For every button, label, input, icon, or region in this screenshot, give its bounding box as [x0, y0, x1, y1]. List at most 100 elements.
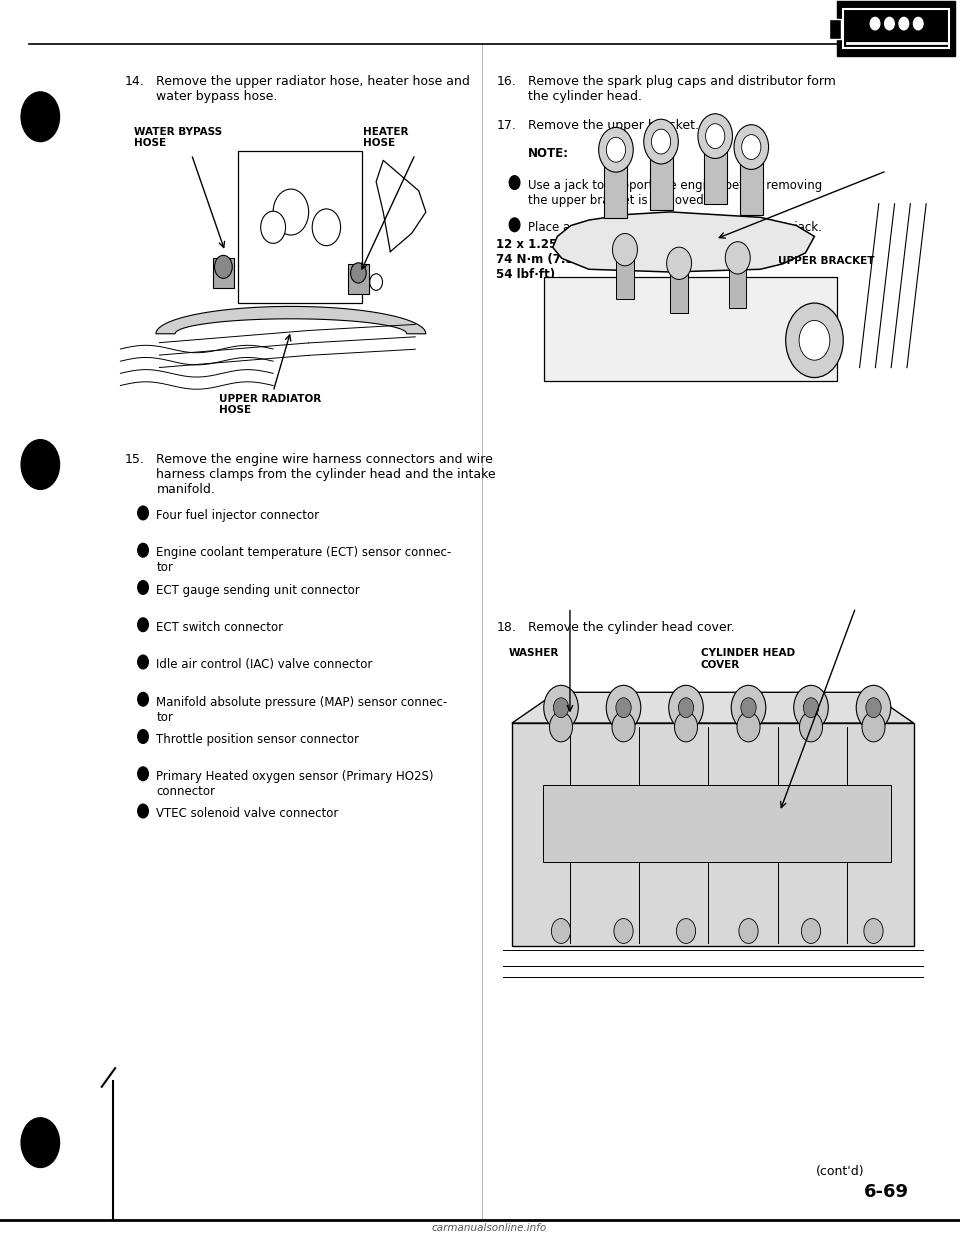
- Text: 12 x 1.25 mm
74 N·m (7.5 kgf·m,
54 lbf·ft): 12 x 1.25 mm 74 N·m (7.5 kgf·m, 54 lbf·f…: [496, 238, 621, 282]
- Circle shape: [794, 686, 828, 730]
- Circle shape: [675, 712, 698, 741]
- Circle shape: [551, 919, 570, 944]
- Bar: [543, 785, 891, 862]
- Circle shape: [741, 698, 756, 718]
- FancyBboxPatch shape: [740, 147, 763, 215]
- Text: 6-69: 6-69: [864, 1184, 909, 1201]
- Circle shape: [510, 219, 520, 231]
- Circle shape: [914, 17, 923, 30]
- Circle shape: [510, 176, 520, 189]
- Circle shape: [616, 698, 632, 718]
- Text: 14.: 14.: [125, 75, 145, 87]
- Circle shape: [612, 712, 636, 741]
- Circle shape: [666, 247, 691, 279]
- FancyBboxPatch shape: [730, 261, 747, 308]
- Circle shape: [138, 693, 148, 707]
- Text: UPPER RADIATOR
HOSE: UPPER RADIATOR HOSE: [219, 394, 322, 415]
- Circle shape: [312, 209, 341, 246]
- Circle shape: [866, 698, 881, 718]
- Text: ECT gauge sending unit connector: ECT gauge sending unit connector: [156, 584, 360, 596]
- Bar: [238, 152, 362, 303]
- FancyBboxPatch shape: [670, 266, 687, 313]
- Text: 15.: 15.: [125, 453, 145, 466]
- Text: Place a cushion between the oil pan and the jack.: Place a cushion between the oil pan and …: [528, 221, 822, 233]
- Bar: [543, 277, 837, 381]
- Circle shape: [737, 712, 760, 741]
- Circle shape: [726, 242, 751, 274]
- Text: UPPER BRACKET: UPPER BRACKET: [778, 256, 875, 266]
- Circle shape: [644, 119, 679, 164]
- FancyBboxPatch shape: [843, 9, 949, 48]
- Circle shape: [802, 919, 821, 944]
- Circle shape: [679, 698, 694, 718]
- Bar: [113, 106, 468, 410]
- Circle shape: [21, 440, 60, 489]
- Circle shape: [549, 712, 572, 741]
- Circle shape: [21, 1118, 60, 1167]
- Circle shape: [138, 656, 148, 668]
- Circle shape: [734, 124, 769, 169]
- Circle shape: [138, 730, 148, 743]
- Circle shape: [706, 124, 725, 149]
- Text: VTEC solenoid valve connector: VTEC solenoid valve connector: [156, 807, 339, 820]
- Bar: [490, 677, 936, 1062]
- Circle shape: [350, 263, 366, 283]
- Circle shape: [698, 114, 732, 159]
- Bar: [490, 149, 941, 422]
- Text: Remove the spark plug caps and distributor form
the cylinder head.: Remove the spark plug caps and distribut…: [528, 75, 836, 103]
- FancyBboxPatch shape: [837, 1, 955, 56]
- Text: Remove the engine wire harness connectors and wire
harness clamps from the cylin: Remove the engine wire harness connector…: [156, 453, 496, 497]
- Text: 17.: 17.: [496, 119, 516, 132]
- Circle shape: [785, 303, 843, 378]
- Circle shape: [856, 686, 891, 730]
- Circle shape: [885, 17, 894, 30]
- Circle shape: [652, 129, 671, 154]
- Circle shape: [370, 273, 382, 291]
- Text: Idle air control (IAC) valve connector: Idle air control (IAC) valve connector: [156, 658, 372, 671]
- Circle shape: [804, 698, 819, 718]
- Text: Throttle position sensor connector: Throttle position sensor connector: [156, 733, 359, 745]
- Circle shape: [138, 581, 148, 595]
- Circle shape: [599, 128, 634, 173]
- FancyBboxPatch shape: [704, 137, 727, 205]
- Circle shape: [614, 919, 634, 944]
- Text: CYLINDER HEAD
COVER: CYLINDER HEAD COVER: [701, 648, 795, 669]
- FancyBboxPatch shape: [616, 252, 634, 299]
- Text: NOTE:: NOTE:: [528, 147, 569, 159]
- Text: WATER BYPASS
HOSE: WATER BYPASS HOSE: [134, 127, 223, 148]
- Polygon shape: [512, 692, 914, 723]
- Circle shape: [607, 138, 626, 163]
- Circle shape: [862, 712, 885, 741]
- Circle shape: [742, 134, 761, 159]
- Bar: [213, 258, 234, 288]
- Text: Remove the upper bracket.: Remove the upper bracket.: [528, 119, 699, 132]
- Circle shape: [739, 919, 758, 944]
- Polygon shape: [512, 723, 914, 946]
- Text: (cont'd): (cont'd): [816, 1165, 865, 1177]
- Circle shape: [864, 919, 883, 944]
- Circle shape: [612, 233, 637, 266]
- Text: 18.: 18.: [496, 621, 516, 633]
- Text: Use a jack to support the engine before removing
the upper bracket is removed.: Use a jack to support the engine before …: [528, 179, 823, 207]
- Text: HEATER
HOSE: HEATER HOSE: [363, 127, 408, 148]
- Text: Remove the upper radiator hose, heater hose and
water bypass hose.: Remove the upper radiator hose, heater h…: [156, 75, 470, 103]
- FancyBboxPatch shape: [605, 150, 628, 219]
- Circle shape: [138, 617, 148, 631]
- Circle shape: [677, 919, 696, 944]
- Circle shape: [607, 686, 641, 730]
- Circle shape: [553, 698, 568, 718]
- Polygon shape: [156, 307, 426, 334]
- Circle shape: [138, 766, 148, 781]
- FancyBboxPatch shape: [650, 142, 673, 210]
- Text: Four fuel injector connector: Four fuel injector connector: [156, 509, 320, 522]
- Text: Engine coolant temperature (ECT) sensor connec-
tor: Engine coolant temperature (ECT) sensor …: [156, 546, 452, 575]
- Text: Manifold absolute pressure (MAP) sensor connec-
tor: Manifold absolute pressure (MAP) sensor …: [156, 696, 447, 724]
- Polygon shape: [553, 212, 814, 272]
- Text: 16.: 16.: [496, 75, 516, 87]
- Text: WASHER: WASHER: [509, 648, 559, 658]
- Circle shape: [900, 17, 908, 30]
- Circle shape: [21, 92, 60, 142]
- Circle shape: [669, 686, 704, 730]
- Text: carmanualsonline.info: carmanualsonline.info: [432, 1223, 547, 1233]
- Circle shape: [543, 686, 578, 730]
